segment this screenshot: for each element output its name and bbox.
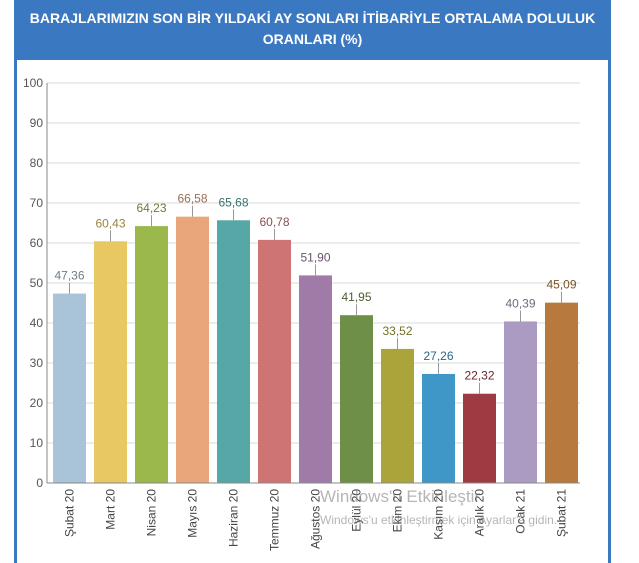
data-label: 65,68 [218, 195, 248, 209]
bar [545, 302, 578, 483]
x-tick-label: Nisan 20 [145, 489, 159, 537]
y-tick-label: 90 [30, 116, 44, 130]
x-tick-label: Mart 20 [104, 489, 118, 530]
y-tick-label: 0 [36, 476, 43, 490]
watermark-title: Windows'u Etkinleştir [320, 487, 481, 506]
x-tick-label: Kasım 20 [432, 489, 446, 540]
x-tick-label: Aralık 20 [473, 489, 487, 537]
bar [176, 216, 209, 483]
x-tick-label: Mayıs 20 [186, 489, 200, 538]
data-label: 66,58 [177, 192, 207, 206]
bar [463, 393, 496, 483]
x-tick-label: Eylül 20 [350, 489, 364, 532]
y-tick-label: 30 [30, 356, 44, 370]
watermark-subtitle: Windows'u etkinleştirmek için Ayarlar'a … [320, 513, 558, 527]
data-label: 45,09 [546, 278, 576, 292]
bar [422, 373, 455, 483]
bar [504, 321, 537, 483]
header-bar [14, 0, 611, 60]
data-label: 27,26 [423, 349, 453, 363]
y-tick-label: 50 [30, 276, 44, 290]
x-tick-label: Ocak 21 [514, 489, 528, 534]
data-label: 64,23 [136, 201, 166, 215]
y-tick-label: 70 [30, 196, 44, 210]
data-label: 51,90 [300, 250, 330, 264]
bar [217, 220, 250, 483]
data-label: 22,32 [464, 369, 494, 383]
data-label: 60,43 [95, 216, 125, 230]
x-tick-label: Haziran 20 [227, 489, 241, 547]
x-tick-label: Şubat 20 [63, 489, 77, 537]
bar [381, 348, 414, 483]
y-tick-label: 80 [30, 156, 44, 170]
data-label: 60,78 [259, 215, 289, 229]
y-tick-label: 100 [23, 76, 43, 90]
x-tick-label: Temmuz 20 [268, 489, 282, 551]
y-tick-label: 20 [30, 396, 44, 410]
x-tick-label: Şubat 21 [555, 489, 569, 537]
bar [53, 293, 86, 483]
y-tick-label: 60 [30, 236, 44, 250]
y-tick-label: 10 [30, 436, 44, 450]
bar [299, 275, 332, 483]
bar [258, 239, 291, 483]
x-tick-label: Ağustos 20 [309, 489, 323, 549]
bar [94, 241, 127, 483]
chart-title: BARAJLARIMIZIN SON BİR YILDAKİ AY SONLAR… [29, 10, 596, 47]
x-tick-label: Ekim 20 [391, 489, 405, 533]
bar [340, 315, 373, 483]
data-label: 40,39 [505, 296, 535, 310]
y-tick-label: 40 [30, 316, 44, 330]
data-label: 33,52 [382, 324, 412, 338]
data-label: 41,95 [341, 290, 371, 304]
data-label: 47,36 [54, 269, 84, 283]
bar [135, 226, 168, 483]
